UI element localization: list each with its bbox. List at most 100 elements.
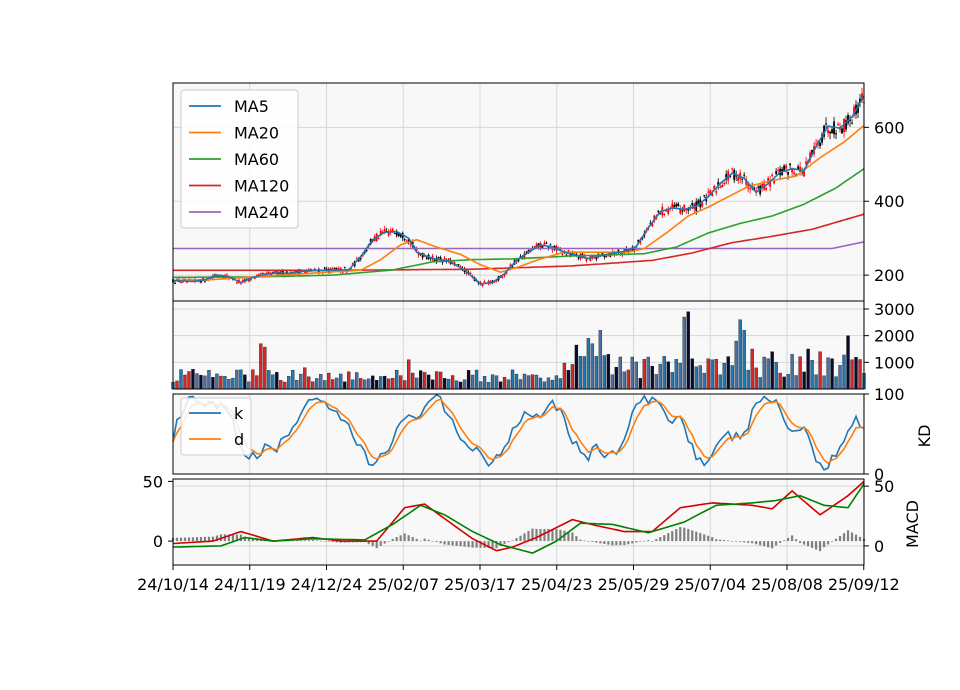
volume-bar	[359, 378, 363, 390]
candle-body	[785, 165, 788, 169]
volume-bar	[307, 376, 311, 390]
volume-bar	[666, 361, 670, 390]
candle-body	[749, 188, 752, 190]
volume-bar	[750, 348, 754, 390]
candle-body	[383, 228, 386, 232]
macd-histogram-bar	[611, 541, 614, 546]
volume-bar	[702, 372, 706, 390]
x-tick-label: 24/10/14	[137, 575, 209, 594]
candle-body	[765, 187, 768, 190]
kd-legend: kd	[180, 397, 252, 456]
macd-histogram-bar	[451, 541, 454, 546]
macd-right-ytick-label: 0	[874, 537, 884, 556]
candle-body	[240, 283, 242, 285]
macd-histogram-bar	[399, 535, 402, 542]
macd-histogram-bar	[655, 539, 658, 542]
volume-bar	[375, 379, 379, 390]
volume-bar	[610, 374, 615, 390]
macd-histogram-bar	[395, 537, 398, 542]
volume-bar	[506, 379, 511, 390]
volume-bar	[183, 374, 187, 390]
macd-histogram-bar	[727, 540, 730, 542]
macd-histogram-bar	[667, 533, 670, 542]
x-tick-label: 25/07/04	[674, 575, 746, 594]
volume-bar	[395, 370, 399, 390]
candle-body	[605, 256, 608, 258]
macd-histogram-bar	[631, 541, 634, 544]
macd-histogram-bar	[814, 541, 818, 550]
macd-histogram-bar	[227, 534, 231, 542]
candle-body	[617, 249, 620, 252]
candle-body	[447, 258, 450, 261]
candle-body	[797, 166, 799, 170]
legend-label-ma20: MA20	[234, 124, 279, 143]
volume-bar	[271, 374, 275, 390]
macd-histogram-bar	[535, 528, 538, 542]
macd-histogram-bar	[659, 537, 662, 542]
volume-bar	[526, 375, 531, 390]
macd-histogram-bar	[499, 541, 502, 546]
candle-body	[549, 244, 552, 246]
volume-bar	[614, 366, 619, 390]
candle-body	[723, 183, 726, 185]
volume-bar	[287, 376, 291, 390]
candle-body	[775, 171, 778, 175]
candle-body	[174, 282, 176, 284]
volume-bar	[746, 369, 750, 390]
volume-bar	[694, 366, 698, 390]
volume-bar	[267, 370, 271, 390]
macd-histogram-bar	[531, 528, 534, 542]
volume-bar	[195, 373, 199, 390]
macd-histogram-bar	[683, 527, 686, 542]
volume-bar	[207, 369, 211, 390]
volume-bar	[235, 369, 239, 390]
candle-body	[829, 131, 831, 134]
volume-bar	[654, 374, 658, 390]
candle-body	[210, 277, 212, 279]
macd-histogram-bar	[779, 541, 782, 543]
x-tick-label: 25/04/23	[521, 575, 593, 594]
candle-body	[827, 130, 829, 133]
volume-bar	[251, 369, 255, 390]
candle-body	[685, 209, 688, 211]
macd-histogram-bar	[615, 541, 618, 546]
macd-histogram-bar	[639, 541, 642, 542]
legend-label-k: k	[234, 404, 244, 423]
macd-histogram-bar	[591, 541, 594, 542]
candle-body	[847, 115, 849, 124]
macd-histogram-bar	[551, 528, 554, 542]
candle-body	[761, 183, 764, 188]
candle-body	[853, 106, 855, 116]
volume-bar	[626, 369, 630, 390]
candle-body	[547, 246, 550, 249]
candle-body	[577, 257, 580, 259]
volume-bar	[199, 374, 203, 390]
x-tick-label: 25/03/17	[444, 575, 516, 594]
candle-body	[563, 250, 566, 252]
macd-histogram-bar	[603, 541, 606, 544]
candle-body	[811, 149, 813, 156]
macd-left-ytick-label: 50	[143, 472, 163, 491]
price-ytick-label: 600	[874, 118, 905, 137]
macd-histogram-bar	[195, 537, 199, 542]
volume-bar	[219, 375, 223, 390]
volume-bar	[494, 375, 499, 390]
candle-body	[777, 169, 780, 171]
macd-histogram-bar	[802, 541, 806, 545]
volume-bar	[191, 369, 195, 390]
candle-body	[501, 276, 504, 278]
macd-histogram-bar	[838, 535, 842, 542]
macd-histogram-bar	[475, 541, 478, 548]
macd-histogram-bar	[199, 537, 203, 542]
volume-bar	[255, 375, 259, 390]
macd-histogram-bar	[854, 534, 858, 542]
volume-bar	[738, 319, 742, 390]
volume-bar	[590, 343, 595, 390]
macd-histogram-bar	[679, 527, 682, 542]
volume-bar	[323, 380, 327, 390]
candle-body	[741, 178, 744, 180]
volume-bar	[414, 377, 419, 390]
volume-bar	[498, 381, 503, 390]
macd-histogram-bar	[379, 541, 382, 546]
macd-histogram-bar	[503, 541, 506, 544]
